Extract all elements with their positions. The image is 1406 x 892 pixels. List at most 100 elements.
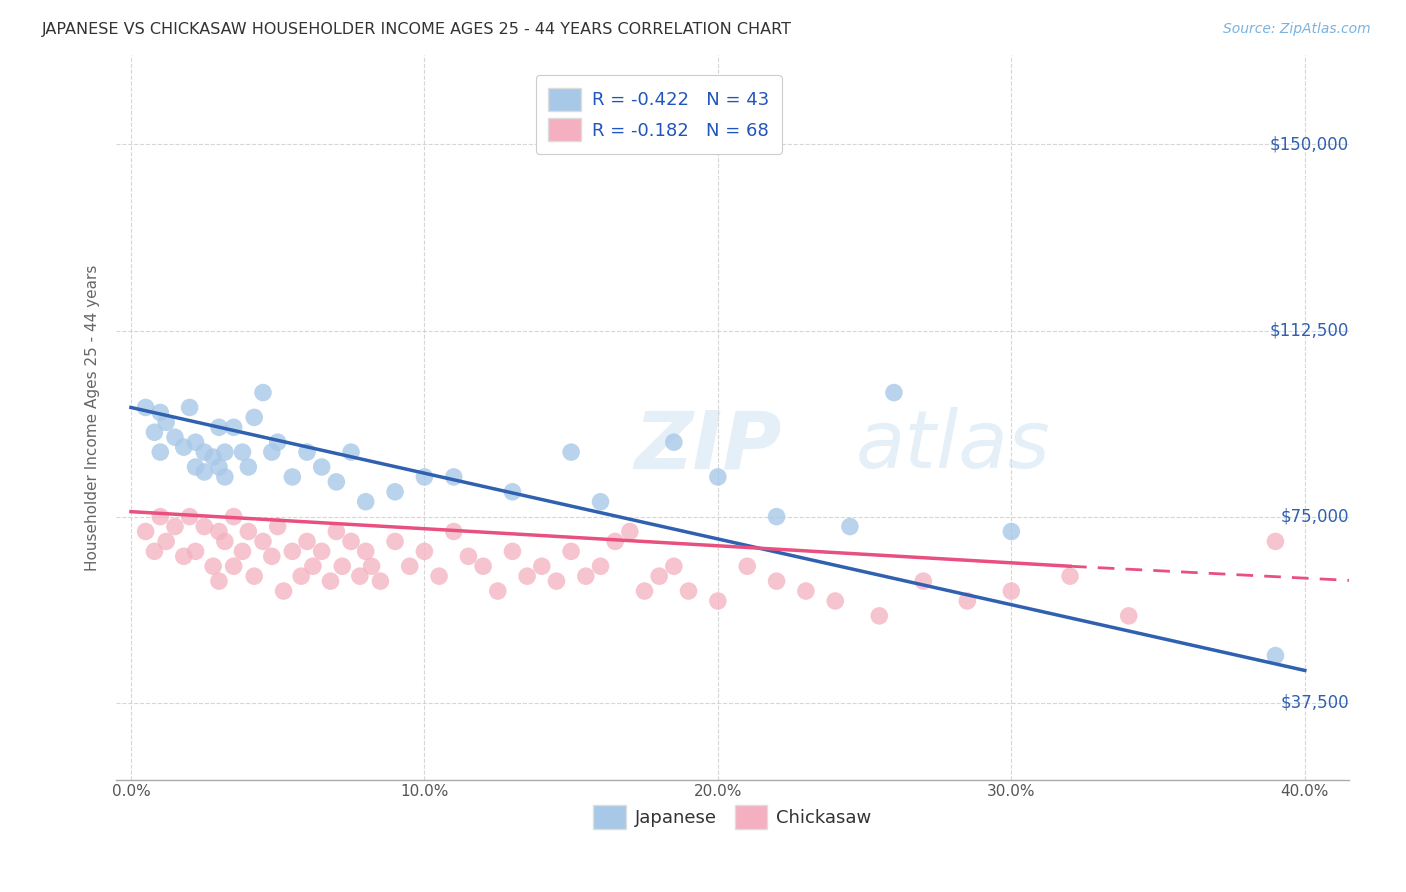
Point	[295, 445, 318, 459]
Point	[398, 559, 420, 574]
Point	[184, 544, 207, 558]
Text: $75,000: $75,000	[1281, 508, 1348, 525]
Point	[243, 569, 266, 583]
Point	[956, 594, 979, 608]
Text: atlas: atlas	[856, 408, 1050, 485]
Point	[214, 445, 236, 459]
Point	[208, 460, 231, 475]
Point	[149, 445, 172, 459]
Point	[231, 544, 253, 558]
Point	[340, 534, 363, 549]
Point	[794, 584, 817, 599]
Point	[384, 534, 406, 549]
Point	[149, 509, 172, 524]
Point	[193, 465, 215, 479]
Point	[1059, 569, 1081, 583]
Point	[707, 470, 730, 484]
Y-axis label: Householder Income Ages 25 - 44 years: Householder Income Ages 25 - 44 years	[86, 264, 100, 571]
Point	[325, 475, 347, 489]
Point	[575, 569, 598, 583]
Point	[173, 549, 195, 564]
Text: $150,000: $150,000	[1270, 136, 1348, 153]
Point	[202, 559, 225, 574]
Point	[354, 544, 377, 558]
Point	[427, 569, 450, 583]
Point	[135, 401, 157, 415]
Point	[193, 445, 215, 459]
Point	[173, 440, 195, 454]
Point	[238, 460, 260, 475]
Point	[184, 460, 207, 475]
Point	[501, 544, 523, 558]
Point	[349, 569, 371, 583]
Point	[765, 509, 787, 524]
Point	[912, 574, 935, 588]
Point	[243, 410, 266, 425]
Point	[501, 484, 523, 499]
Point	[266, 435, 288, 450]
Point	[311, 460, 333, 475]
Point	[883, 385, 905, 400]
Text: JAPANESE VS CHICKASAW HOUSEHOLDER INCOME AGES 25 - 44 YEARS CORRELATION CHART: JAPANESE VS CHICKASAW HOUSEHOLDER INCOME…	[42, 22, 792, 37]
Point	[662, 435, 685, 450]
Point	[143, 425, 166, 440]
Point	[143, 544, 166, 558]
Text: $112,500: $112,500	[1270, 321, 1348, 340]
Point	[765, 574, 787, 588]
Point	[457, 549, 479, 564]
Point	[231, 445, 253, 459]
Point	[443, 524, 465, 539]
Text: Source: ZipAtlas.com: Source: ZipAtlas.com	[1223, 22, 1371, 37]
Point	[370, 574, 392, 588]
Point	[208, 420, 231, 434]
Point	[340, 445, 363, 459]
Point	[707, 594, 730, 608]
Point	[163, 519, 186, 533]
Point	[560, 544, 582, 558]
Point	[163, 430, 186, 444]
Point	[208, 574, 231, 588]
Point	[516, 569, 538, 583]
Point	[193, 519, 215, 533]
Point	[662, 559, 685, 574]
Point	[208, 524, 231, 539]
Point	[1264, 648, 1286, 663]
Point	[302, 559, 325, 574]
Point	[266, 519, 288, 533]
Point	[295, 534, 318, 549]
Point	[260, 445, 283, 459]
Point	[155, 415, 177, 429]
Point	[311, 544, 333, 558]
Point	[214, 470, 236, 484]
Legend: Japanese, Chickasaw: Japanese, Chickasaw	[586, 798, 879, 836]
Point	[260, 549, 283, 564]
Point	[678, 584, 700, 599]
Point	[605, 534, 627, 549]
Point	[155, 534, 177, 549]
Point	[1264, 534, 1286, 549]
Point	[325, 524, 347, 539]
Point	[184, 435, 207, 450]
Point	[472, 559, 495, 574]
Point	[202, 450, 225, 464]
Point	[546, 574, 568, 588]
Point	[824, 594, 846, 608]
Point	[384, 484, 406, 499]
Point	[330, 559, 353, 574]
Point	[868, 608, 890, 623]
Point	[589, 559, 612, 574]
Point	[252, 534, 274, 549]
Point	[486, 584, 509, 599]
Point	[290, 569, 312, 583]
Point	[1000, 524, 1022, 539]
Point	[735, 559, 758, 574]
Point	[281, 544, 304, 558]
Point	[252, 385, 274, 400]
Point	[589, 494, 612, 508]
Text: ZIP: ZIP	[634, 408, 782, 485]
Point	[619, 524, 641, 539]
Point	[238, 524, 260, 539]
Point	[413, 470, 436, 484]
Point	[1000, 584, 1022, 599]
Point	[149, 405, 172, 419]
